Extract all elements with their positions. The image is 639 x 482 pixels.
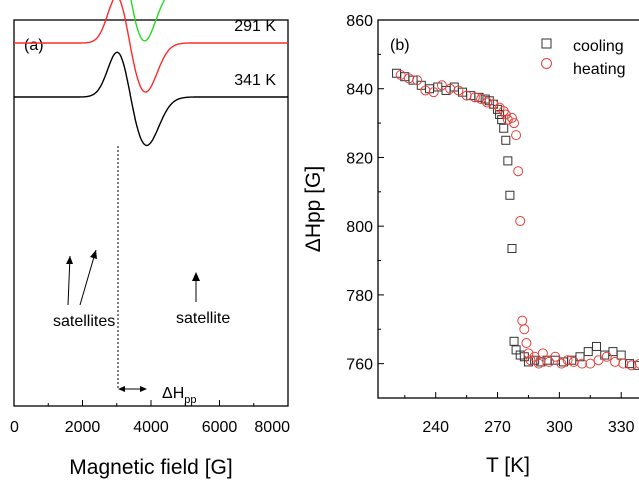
- data-point-heating: [436, 80, 447, 91]
- satellite-arrowhead-1: [66, 256, 73, 264]
- data-point-heating: [412, 75, 423, 86]
- data-point-cooling: [501, 135, 511, 145]
- data-point-heating: [420, 85, 431, 96]
- panel-a-x-ticks: 0 2000 4000 6000 8000: [10, 400, 290, 436]
- panel-b: (b) 240 270 300 330 760 780 800 820 840 860 T [K]…: [302, 13, 639, 477]
- data-point-heating: [556, 358, 567, 369]
- y-tick-label: 840: [346, 82, 373, 99]
- data-point-heating: [634, 358, 639, 369]
- data-point-heating: [533, 358, 544, 369]
- data-point-heating: [506, 112, 517, 123]
- data-point-heating: [428, 87, 439, 98]
- x-tick-label: 0: [10, 419, 19, 436]
- data-point-heating: [593, 355, 604, 366]
- panel-b-frame: [377, 19, 639, 399]
- data-point-heating: [523, 348, 534, 359]
- x-tick-label: 4000: [133, 419, 169, 436]
- spectrum-254-7-k: [130, 0, 166, 42]
- legend-label-cooling: cooling: [573, 38, 624, 55]
- panel-a-label: (a): [24, 37, 44, 54]
- data-point-heating: [509, 118, 520, 129]
- data-point-heating: [498, 106, 509, 117]
- data-point-heating: [511, 130, 522, 141]
- data-point-heating: [500, 109, 511, 120]
- linewidth-arrowhead-left: [118, 386, 125, 392]
- satellite-arrow-left-1: [67, 255, 71, 306]
- data-point-heating: [515, 216, 526, 227]
- satellite-arrowhead-2: [90, 250, 97, 259]
- temperature-label: 341 K: [234, 72, 276, 89]
- data-point-cooling: [503, 156, 513, 166]
- data-point-heating: [517, 315, 528, 326]
- data-point-cooling: [633, 360, 639, 370]
- legend-label-heating: heating: [573, 61, 626, 78]
- data-point-heating: [618, 358, 629, 369]
- y-tick-label: 760: [346, 357, 373, 374]
- satellite-arrowhead-3: [192, 272, 200, 281]
- data-point-heating: [403, 73, 414, 84]
- panel-b-y-axis-label: ΔHpp [G]: [302, 166, 325, 252]
- data-point-heating: [550, 351, 561, 362]
- data-point-heating: [544, 356, 555, 367]
- data-point-heating: [562, 355, 573, 366]
- data-point-cooling: [507, 244, 517, 254]
- data-point-heating: [568, 356, 579, 367]
- legend-marker-heating: [541, 58, 552, 69]
- x-tick-label: 270: [484, 419, 511, 436]
- data-point-heating: [488, 99, 499, 110]
- legend: cooling heating: [541, 38, 626, 78]
- data-point-cooling: [575, 352, 585, 362]
- data-point-heating: [577, 358, 588, 369]
- data-point-cooling: [505, 190, 515, 200]
- x-tick-label: 330: [608, 419, 635, 436]
- data-point-heating: [626, 360, 637, 371]
- data-point-heating: [445, 83, 456, 94]
- x-tick-label: 300: [546, 419, 573, 436]
- data-point-heating: [469, 92, 480, 103]
- data-point-cooling: [474, 92, 484, 102]
- data-point-heating: [537, 348, 548, 359]
- x-tick-label: 240: [422, 419, 449, 436]
- y-tick-label: 820: [346, 150, 373, 167]
- panel-b-ticks: 240 270 300 330 760 780 800 820 840 860: [346, 13, 634, 436]
- data-point-heating: [519, 324, 530, 335]
- y-tick-label: 780: [346, 288, 373, 305]
- spectrum-341-k: [14, 51, 288, 147]
- y-tick-label: 860: [346, 13, 373, 30]
- data-point-heating: [461, 90, 472, 101]
- legend-marker-cooling: [541, 38, 552, 49]
- data-point-heating: [585, 358, 596, 369]
- data-point-heating: [453, 85, 464, 96]
- satellite-arrow-left-2: [79, 249, 97, 306]
- data-point-cooling: [499, 123, 509, 133]
- satellites-annotation: satellites: [53, 313, 115, 330]
- data-point-cooling: [509, 336, 519, 346]
- panel-a-x-axis-label: Magnetic field [G]: [69, 456, 232, 479]
- y-tick-label: 800: [346, 219, 373, 236]
- x-tick-label: 8000: [254, 419, 290, 436]
- satellite-annotation: satellite: [176, 310, 230, 327]
- data-point-heating: [513, 166, 524, 177]
- data-point-heating: [610, 356, 621, 367]
- x-tick-label: 6000: [202, 419, 238, 436]
- data-point-cooling: [591, 341, 601, 351]
- x-tick-label: 2000: [65, 419, 101, 436]
- panel-b-points-layer: [392, 68, 639, 371]
- data-point-heating: [482, 97, 493, 108]
- panel-b-label: (b): [390, 37, 410, 54]
- linewidth-arrowhead-right: [140, 386, 147, 392]
- temperature-label: 291 K: [234, 18, 276, 35]
- data-point-heating: [476, 94, 487, 105]
- spectrum-291-k: [14, 0, 288, 93]
- data-point-heating: [521, 338, 532, 349]
- data-point-heating: [601, 351, 612, 362]
- data-point-cooling: [583, 347, 593, 357]
- linewidth-annotation: ΔHpp: [162, 385, 197, 406]
- data-point-heating: [395, 69, 406, 80]
- data-point-cooling: [616, 350, 626, 360]
- panel-b-x-axis-label: T [K]: [486, 454, 530, 477]
